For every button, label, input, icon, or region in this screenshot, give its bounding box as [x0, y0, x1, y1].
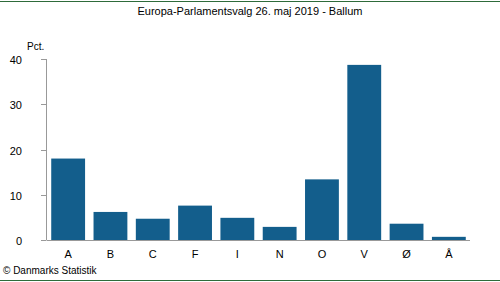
bar — [305, 179, 339, 240]
title: Europa-Parlamentsvalg 26. maj 2019 - Bal… — [137, 5, 362, 17]
y-tick — [41, 150, 47, 151]
x-tick-label: V — [361, 248, 369, 260]
x-tick-label: C — [149, 248, 157, 260]
bars — [51, 65, 466, 240]
y-axis-label: Pct. — [27, 41, 44, 52]
bar — [51, 159, 85, 240]
y-tick — [41, 240, 47, 241]
x-axis-line — [47, 240, 470, 241]
top-rule — [0, 1, 500, 2]
y-tick — [41, 195, 47, 196]
x-tick-label: N — [276, 248, 284, 260]
chart: Europa-Parlamentsvalg 26. maj 2019 - Bal… — [0, 0, 500, 282]
bottom-rule — [0, 280, 500, 281]
bar — [94, 212, 128, 240]
y-tick-label: 40 — [10, 54, 22, 66]
bar — [432, 237, 466, 240]
x-tick-label: O — [318, 248, 327, 260]
y-tick-label: 10 — [10, 190, 22, 202]
x-tick-label: B — [107, 248, 114, 260]
bar — [178, 206, 212, 240]
y-tick — [41, 59, 47, 60]
y-tick-label: 0 — [16, 235, 22, 247]
bar — [347, 65, 381, 240]
x-tick-label: Ø — [402, 248, 411, 260]
x-tick-label: F — [192, 248, 199, 260]
y-tick-label: 30 — [10, 99, 22, 111]
bar — [220, 218, 254, 240]
x-tick-label: Å — [445, 248, 453, 260]
bar — [390, 224, 424, 240]
x-tick-label: A — [64, 248, 72, 260]
bar — [263, 227, 297, 240]
y-tick — [41, 104, 47, 105]
y-tick-label: 20 — [10, 145, 22, 157]
x-tick-label: I — [236, 248, 239, 260]
bar — [136, 219, 170, 240]
source: © Danmarks Statistik — [3, 265, 98, 276]
y-axis-line — [46, 59, 47, 240]
